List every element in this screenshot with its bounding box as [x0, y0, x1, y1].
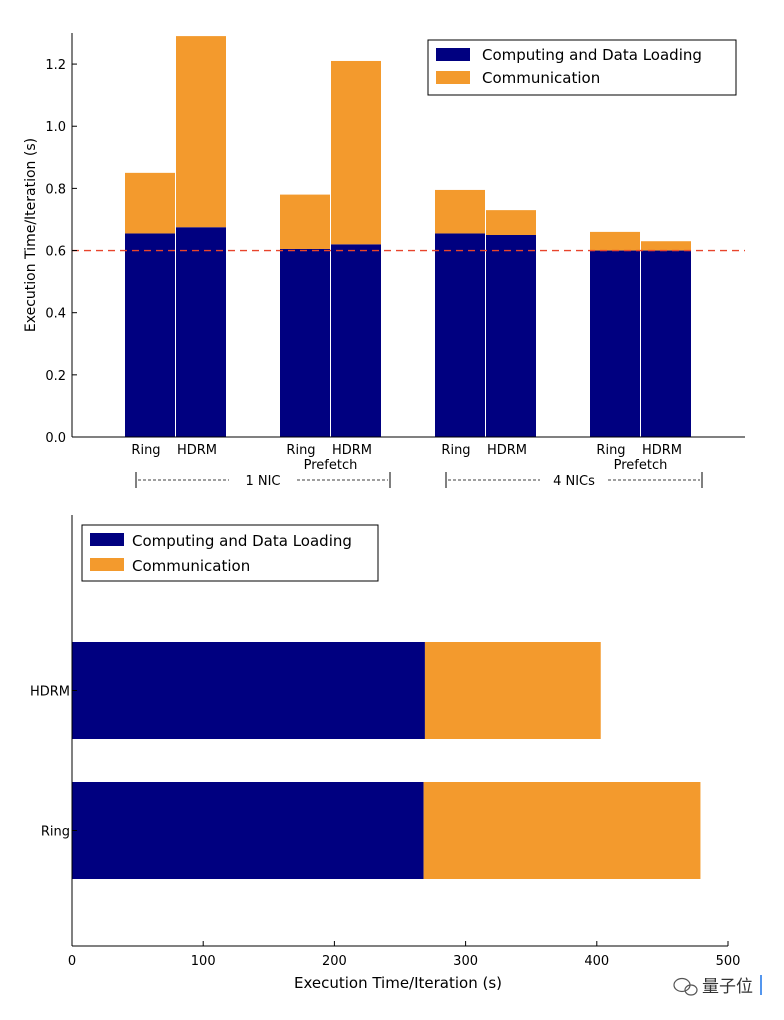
y-tick-label: Ring [41, 825, 70, 840]
wechat-icon [673, 977, 698, 996]
group-label: 1 NIC [245, 474, 280, 489]
bottom-legend-label-computing: Computing and Data Loading [132, 532, 352, 550]
bar-communication [125, 172, 175, 234]
x-tick-label: HDRM [332, 443, 372, 458]
x-tick-sublabel: Prefetch [614, 458, 668, 473]
top-legend-label-computing: Computing and Data Loading [482, 46, 702, 64]
top-legend-swatch-communication [436, 71, 470, 84]
watermark: 量子位 [673, 975, 762, 997]
hbar-computing [72, 642, 425, 739]
bar-communication [280, 194, 330, 249]
x-tick-label: 500 [716, 954, 741, 969]
x-tick-label: 400 [584, 954, 609, 969]
bar-communication [486, 210, 536, 235]
bar-communication [435, 189, 485, 234]
top-chart: 0.0 0.2 0.4 0.6 0.8 1.0 1.2 Execution Time/Ite… [23, 33, 745, 489]
x-tick-label: 100 [191, 954, 216, 969]
top-group-brackets: 1 NIC 4 NICs [135, 472, 703, 489]
y-tick-label: 0.8 [45, 182, 66, 197]
bar-computing [641, 250, 691, 437]
y-tick-label: 0.6 [45, 245, 66, 260]
x-tick-label: HDRM [177, 443, 217, 458]
x-tick-label: HDRM [642, 443, 682, 458]
x-tick-label: 200 [322, 954, 347, 969]
group-label: 4 NICs [553, 474, 595, 489]
x-tick-label: HDRM [487, 443, 527, 458]
bar-computing [331, 244, 381, 437]
top-legend-box [427, 39, 737, 96]
bar-computing [176, 227, 226, 437]
bottom-legend-box [81, 524, 379, 582]
x-tick-label: Ring [596, 443, 625, 458]
bar-computing [435, 233, 485, 437]
x-tick-label: Ring [441, 443, 470, 458]
top-legend: Computing and Data Loading Communication [427, 39, 737, 96]
y-tick-label: 0.2 [45, 369, 66, 384]
top-y-ticks: 0.0 0.2 0.4 0.6 0.8 1.0 1.2 [45, 58, 77, 446]
bar-communication [176, 36, 226, 228]
bottom-bars [72, 642, 701, 879]
top-y-axis-label: Execution Time/Iteration (s) [23, 138, 39, 332]
bar-communication [641, 241, 691, 251]
bar-computing [590, 250, 640, 437]
bottom-legend-label-communication: Communication [132, 557, 250, 575]
bottom-x-ticks: 0 100 200 300 400 500 [68, 941, 741, 969]
bottom-legend-swatch-communication [90, 558, 124, 571]
bar-communication [331, 60, 381, 245]
top-x-labels: Ring HDRM Ring HDRM Ring HDRM Ring HDRMPrefetch… [131, 443, 682, 473]
top-legend-swatch-computing [436, 48, 470, 61]
bottom-x-axis-label: Execution Time/Iteration (s) [294, 974, 502, 992]
bottom-legend: Computing and Data Loading Communication [81, 524, 379, 582]
y-tick-label: HDRM [30, 685, 70, 700]
hbar-communication [424, 642, 601, 739]
hbar-computing [72, 782, 424, 879]
bar-computing [280, 248, 330, 437]
x-tick-label: 300 [453, 954, 478, 969]
bar-computing [125, 233, 175, 437]
bar-communication [590, 231, 640, 251]
x-tick-label: 0 [68, 954, 76, 969]
x-tick-sublabel: Prefetch [304, 458, 358, 473]
hbar-communication [423, 782, 701, 879]
watermark-text: 量子位 [702, 977, 753, 997]
bar-computing [486, 235, 536, 437]
top-legend-label-communication: Communication [482, 69, 600, 87]
top-bars [125, 36, 691, 437]
y-tick-label: 0.0 [45, 431, 66, 446]
bottom-chart: 0 100 200 300 400 500 HDRM Ring Execution Time… [30, 515, 740, 992]
x-tick-label: Ring [286, 443, 315, 458]
y-tick-label: 0.4 [45, 307, 66, 322]
bottom-legend-swatch-computing [90, 533, 124, 546]
y-tick-label: 1.2 [45, 58, 66, 73]
x-tick-label: Ring [131, 443, 160, 458]
y-tick-label: 1.0 [45, 120, 66, 135]
bottom-y-labels: HDRM Ring [30, 685, 77, 840]
